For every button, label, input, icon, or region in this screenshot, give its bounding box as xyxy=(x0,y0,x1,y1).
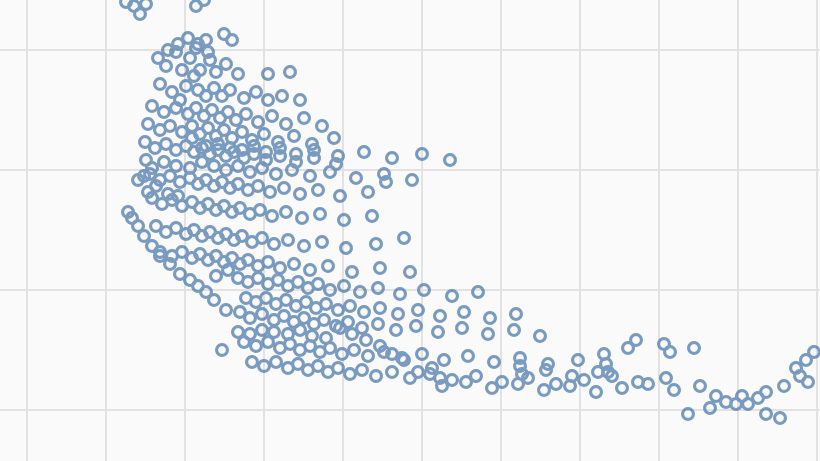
scatter-plot-canvas xyxy=(0,0,820,461)
gridlines-group xyxy=(0,0,820,461)
